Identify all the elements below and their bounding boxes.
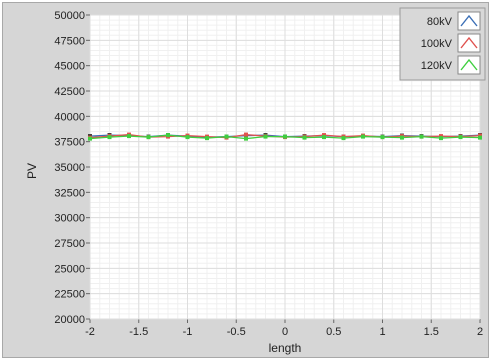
- data-point-120kV: [341, 136, 346, 141]
- x-tick-label: -1: [183, 326, 193, 338]
- x-tick-label: -2: [85, 326, 95, 338]
- y-tick-label: 27500: [54, 238, 85, 250]
- data-point-120kV: [244, 136, 248, 141]
- data-point-120kV: [185, 135, 190, 140]
- data-point-120kV: [107, 135, 112, 140]
- legend-swatch-120kV[interactable]: [457, 55, 481, 75]
- x-tick-label: 2: [477, 326, 483, 338]
- x-tick-label: -0.5: [227, 326, 246, 338]
- data-point-120kV: [283, 134, 287, 139]
- x-tick-label: 1.5: [424, 326, 439, 338]
- data-point-120kV: [127, 134, 131, 139]
- x-tick-label: 0.5: [326, 326, 341, 338]
- legend-line-icon-120kV: [460, 58, 478, 71]
- legend-swatch-100kV[interactable]: [457, 33, 481, 53]
- data-point-120kV: [400, 135, 404, 140]
- x-tick-label: 0: [282, 326, 288, 338]
- data-point-120kV: [322, 135, 326, 140]
- y-tick-label: 25000: [54, 263, 85, 275]
- y-tick-label: 30000: [54, 213, 85, 225]
- y-tick-label: 32500: [54, 187, 85, 199]
- data-point-120kV: [205, 136, 209, 141]
- legend-line-icon-100kV: [460, 36, 478, 49]
- data-point-120kV: [263, 134, 268, 139]
- data-point-100kV: [439, 134, 443, 139]
- y-tick-label: 42500: [54, 86, 85, 98]
- data-point-120kV: [146, 135, 151, 140]
- data-point-100kV: [478, 133, 482, 138]
- legend-line-icon-80kV: [460, 14, 478, 27]
- y-tick-label: 37500: [54, 137, 85, 149]
- legend-label-120kV: 120kV: [421, 60, 453, 72]
- data-point-120kV: [88, 136, 92, 141]
- data-point-120kV: [302, 135, 307, 140]
- y-tick-label: 40000: [54, 111, 85, 123]
- data-point-120kV: [439, 136, 443, 141]
- legend-swatch-80kV[interactable]: [457, 11, 481, 31]
- y-axis-label: PV: [25, 163, 39, 179]
- data-point-120kV: [361, 134, 365, 139]
- x-axis-label: length: [269, 341, 302, 355]
- data-point-120kV: [478, 135, 482, 140]
- x-tick-label: 1: [379, 326, 385, 338]
- data-point-120kV: [419, 134, 424, 139]
- y-tick-label: 20000: [54, 314, 85, 326]
- y-tick-label: 47500: [54, 35, 85, 47]
- y-tick-label: 22500: [54, 289, 85, 301]
- data-point-120kV: [224, 134, 229, 139]
- legend-label-100kV: 100kV: [421, 38, 453, 50]
- data-point-120kV: [380, 135, 385, 140]
- data-point-100kV: [322, 133, 326, 138]
- y-tick-label: 50000: [54, 10, 85, 22]
- data-point-100kV: [244, 132, 248, 137]
- legend-label-80kV: 80kV: [427, 16, 453, 28]
- data-point-120kV: [458, 135, 463, 140]
- x-tick-label: -1.5: [129, 326, 148, 338]
- data-point-120kV: [166, 133, 170, 138]
- y-tick-label: 45000: [54, 61, 85, 73]
- y-tick-label: 35000: [54, 162, 85, 174]
